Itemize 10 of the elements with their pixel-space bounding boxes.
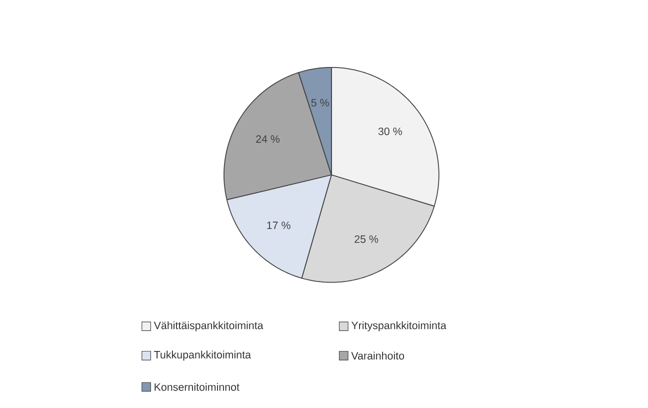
legend-label: Yrityspankkitoiminta — [351, 321, 446, 332]
data-label: 5 % — [311, 98, 329, 106]
data-label: 30 % — [378, 127, 402, 135]
legend-label: Tukkupankkitoiminta — [154, 350, 252, 360]
legend-label: Vähittäispankkitoiminta — [154, 321, 264, 332]
legend-label: Varainhoito — [351, 352, 404, 360]
data-label: 17 % — [267, 221, 290, 229]
data-label: 24 % — [256, 135, 280, 143]
data-label: 25 % — [354, 235, 378, 243]
legend-label: Konsernitoiminnot — [154, 382, 240, 391]
